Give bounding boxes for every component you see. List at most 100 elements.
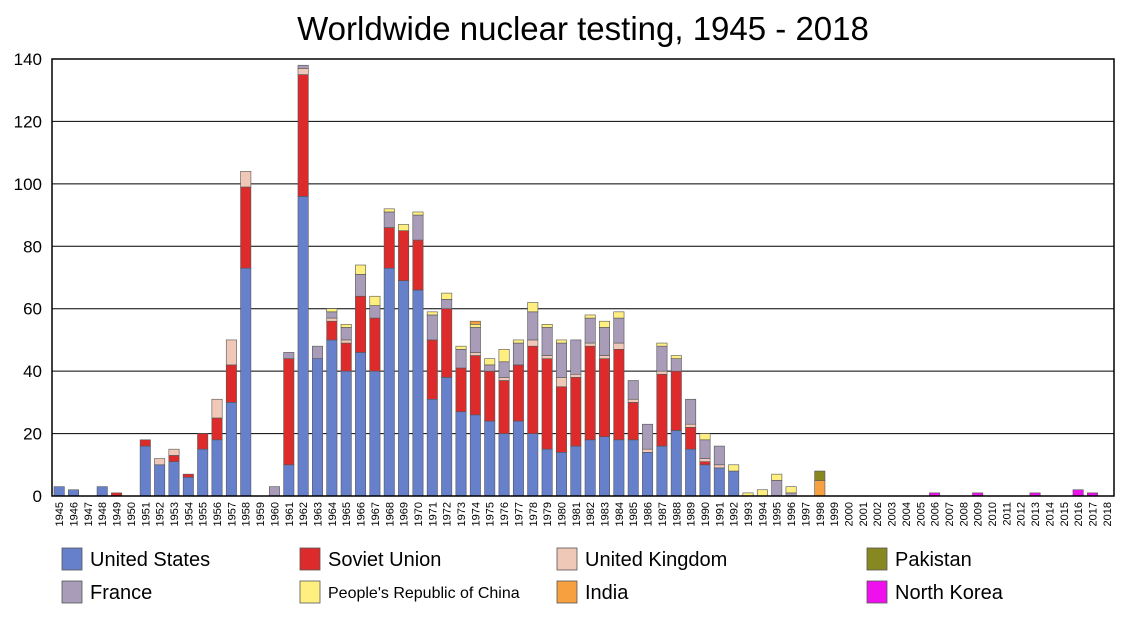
bar-segment [670, 430, 682, 497]
bar-segment [469, 320, 481, 325]
bar-segment [484, 420, 496, 497]
bar-segment [713, 464, 725, 469]
bar-segment [168, 461, 180, 497]
x-tick-label: 1948 [97, 502, 109, 526]
bar-segment [469, 355, 481, 416]
bar-segment [599, 355, 610, 359]
bar-segment [469, 352, 481, 356]
x-tick-label: 1983 [600, 502, 612, 526]
bar-segment [426, 398, 438, 497]
x-tick-label: 2001 [858, 502, 870, 526]
bar-segment [685, 448, 697, 497]
bar-segment [484, 370, 496, 422]
bar-segment [527, 433, 539, 497]
x-tick-label: 1966 [356, 502, 368, 526]
legend-swatch [299, 547, 321, 571]
bar-segment [398, 280, 410, 497]
bar-segment [656, 373, 668, 447]
bar-segment [355, 352, 367, 497]
bar-segment [283, 352, 295, 359]
x-tick-label: 2013 [1030, 502, 1042, 526]
x-tick-label: 1995 [772, 502, 784, 526]
bar-segment [369, 305, 381, 319]
bar-segment [412, 214, 424, 241]
bar-segment [139, 439, 151, 447]
x-tick-label: 1945 [54, 502, 66, 526]
bar-segment [656, 445, 668, 497]
bar-segment [412, 239, 424, 291]
bar-segment [541, 327, 553, 356]
x-tick-label: 1971 [427, 502, 439, 526]
legend-label: India [585, 582, 629, 604]
legend-swatch [866, 580, 888, 604]
x-tick-label: 1960 [269, 502, 281, 526]
bar-segment [656, 345, 668, 372]
legend-label: Pakistan [895, 549, 972, 571]
bar-segment [699, 458, 711, 462]
legend-label: North Korea [895, 582, 1004, 604]
bar-segment [756, 489, 768, 497]
x-tick-label: 1980 [556, 502, 568, 526]
x-tick-label: 1975 [485, 502, 497, 526]
legend-label: United States [90, 549, 210, 571]
x-tick-label: 1954 [183, 502, 195, 526]
bar-segment [197, 448, 209, 497]
bar-segment [312, 358, 323, 497]
legend-label: France [90, 582, 152, 604]
bar-segment [613, 348, 625, 441]
x-tick-label: 1956 [212, 502, 224, 526]
x-tick-label: 1972 [442, 502, 454, 526]
bar-segment [469, 414, 481, 497]
x-tick-label: 2018 [1102, 502, 1114, 526]
bar-segment [541, 324, 553, 328]
bar-segment [771, 473, 783, 481]
bar-segment [225, 339, 237, 366]
bar-segment [556, 339, 567, 344]
x-tick-label: 1987 [657, 502, 669, 526]
bar-segment [469, 324, 481, 328]
bar-segment [498, 433, 510, 497]
x-tick-label: 1964 [327, 502, 339, 526]
x-tick-label: 1961 [284, 502, 296, 526]
x-tick-label: 1996 [786, 502, 798, 526]
x-tick-label: 2005 [915, 502, 927, 526]
x-tick-label: 1992 [729, 502, 741, 526]
bar-segment [182, 473, 194, 478]
bar-segment [584, 345, 596, 441]
legend: United States Soviet Union United Kingdom P… [61, 547, 1004, 604]
plot-frame [51, 58, 1115, 497]
bar-segment [541, 355, 553, 359]
bar-segment [297, 68, 309, 75]
bar-segment [570, 377, 582, 447]
bar-segment [168, 448, 180, 456]
bar-segment [699, 461, 711, 466]
bar-segment [240, 186, 252, 269]
bar-segment [225, 364, 237, 403]
bar-segment [326, 317, 338, 322]
x-tick-label: 1978 [528, 502, 540, 526]
bar-segment [699, 439, 711, 459]
x-tick-label: 1951 [140, 502, 152, 526]
x-axis-ticks: 1945 1946 1947 1948 1949 1950 1951 1952 1953 1954… [54, 502, 1114, 526]
bar-segment [527, 345, 539, 434]
x-tick-label: 2015 [1059, 502, 1071, 526]
bar-segment [599, 327, 610, 356]
bar-segment [512, 420, 524, 497]
bar-segment [512, 364, 524, 422]
bar-segment [599, 436, 610, 497]
x-tick-label: 1957 [226, 502, 238, 526]
bar-segment [340, 327, 352, 341]
y-tick-label: 0 [33, 487, 42, 506]
bar-segment [340, 324, 352, 328]
bar-segment [283, 464, 295, 497]
legend-swatch [61, 547, 83, 571]
bar-segment [498, 361, 510, 378]
bar-segment [340, 342, 352, 372]
bar-segment [556, 377, 567, 388]
bar-segment [383, 211, 395, 228]
x-tick-label: 1993 [743, 502, 755, 526]
bar-segment [441, 299, 453, 310]
legend-label: Soviet Union [328, 549, 441, 571]
bar-segment [455, 411, 467, 497]
bar-segment [355, 264, 367, 275]
